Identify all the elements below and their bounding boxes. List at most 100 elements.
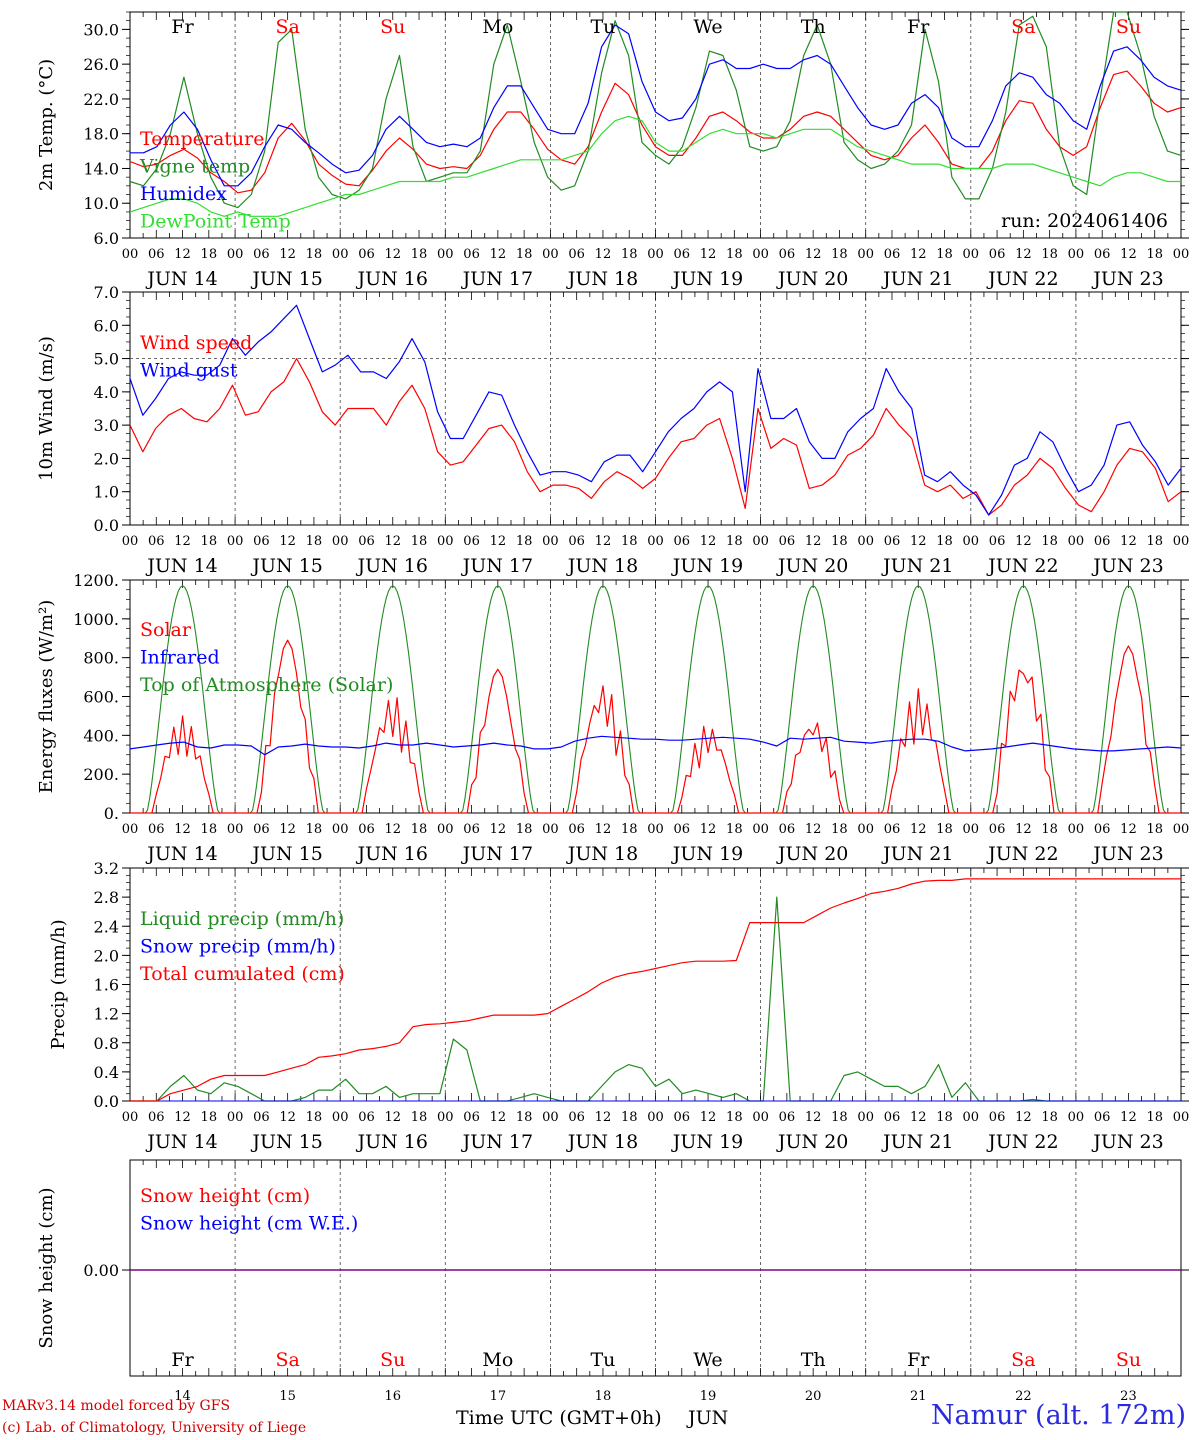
y-tick-label: 1200.	[73, 571, 119, 590]
hour-tick-label: 12	[1120, 534, 1137, 549]
date-label: JUN 21	[881, 843, 953, 865]
hour-tick-label: 06	[779, 822, 796, 837]
hour-tick-label: 06	[674, 247, 691, 262]
date-label: JUN 19	[671, 843, 743, 865]
hour-tick-label: 18	[621, 1110, 638, 1125]
hour-tick-label: 12	[279, 247, 296, 262]
hour-tick-label: 18	[201, 822, 218, 837]
hour-tick-label: 06	[568, 822, 585, 837]
hour-tick-label: 00	[752, 822, 769, 837]
hour-tick-label: 12	[384, 534, 401, 549]
day-number-label: 20	[805, 1389, 822, 1404]
day-name-label: Fr	[907, 16, 930, 38]
day-name-label: Fr	[171, 16, 194, 38]
hour-tick-label: 00	[647, 534, 664, 549]
hour-tick-label: 18	[201, 247, 218, 262]
y-tick-label: 0.0	[94, 516, 119, 535]
legend-entry: Top of Atmosphere (Solar)	[140, 674, 393, 696]
y-tick-label: 0.	[104, 804, 119, 823]
day-name-label: Th	[801, 1349, 826, 1371]
day-name-label: Fr	[907, 1349, 930, 1371]
y-tick-label: 14.0	[83, 159, 119, 178]
y-tick-label: 4.0	[94, 383, 119, 402]
hour-tick-label: 06	[253, 1110, 270, 1125]
hour-tick-label: 18	[831, 822, 848, 837]
y-axis-label: 10m Wind (m/s)	[36, 336, 57, 481]
hour-tick-label: 12	[1120, 1110, 1137, 1125]
hour-tick-label: 06	[568, 534, 585, 549]
y-tick-label: 5.0	[94, 350, 119, 369]
y-tick-label: 6.0	[94, 229, 119, 248]
hour-tick-label: 18	[831, 1110, 848, 1125]
hour-tick-label: 12	[279, 1110, 296, 1125]
hour-tick-label: 12	[700, 1110, 717, 1125]
hour-tick-label: 12	[805, 247, 822, 262]
date-label: JUN 15	[250, 268, 322, 290]
day-name-label: We	[693, 1349, 722, 1371]
hour-tick-label: 06	[253, 534, 270, 549]
hour-tick-label: 18	[936, 247, 953, 262]
day-number-label: 19	[700, 1389, 717, 1404]
hour-tick-label: 00	[227, 822, 244, 837]
y-axis-label: Precip (mm/h)	[48, 919, 69, 1049]
footer-model-line: MARv3.14 model forced by GFS	[2, 1398, 231, 1414]
hour-tick-label: 18	[1041, 534, 1058, 549]
hour-tick-label: 12	[805, 1110, 822, 1125]
y-tick-label: 26.0	[83, 55, 119, 74]
run-label: run: 2024061406	[1001, 210, 1168, 232]
hour-tick-label: 00	[1068, 534, 1085, 549]
date-label: JUN 14	[145, 1131, 217, 1153]
hour-tick-label: 06	[463, 247, 480, 262]
date-label: JUN 14	[145, 555, 217, 577]
hour-tick-label: 06	[1094, 822, 1111, 837]
hour-tick-label: 18	[201, 1110, 218, 1125]
hour-tick-label: 00	[122, 1110, 139, 1125]
day-name-label: Su	[380, 16, 405, 38]
hour-tick-label: 00	[752, 1110, 769, 1125]
hour-tick-label: 00	[963, 1110, 980, 1125]
legend-entry: Wind gust	[140, 360, 238, 382]
hour-tick-label: 00	[752, 534, 769, 549]
date-label: JUN 14	[145, 268, 217, 290]
hour-tick-label: 00	[1173, 534, 1190, 549]
hour-tick-label: 18	[726, 534, 743, 549]
y-tick-label: 18.0	[83, 125, 119, 144]
hour-tick-label: 00	[227, 1110, 244, 1125]
hour-tick-label: 18	[621, 247, 638, 262]
hour-tick-label: 00	[857, 534, 874, 549]
hour-tick-label: 00	[542, 534, 559, 549]
hour-tick-label: 06	[253, 822, 270, 837]
day-number-label: 21	[910, 1389, 927, 1404]
hour-tick-label: 00	[752, 247, 769, 262]
date-label: JUN 17	[461, 843, 533, 865]
y-tick-label: 1.2	[94, 1005, 119, 1024]
y-tick-label: 1.0	[94, 483, 119, 502]
hour-tick-label: 18	[516, 822, 533, 837]
hour-tick-label: 12	[490, 822, 507, 837]
hour-tick-label: 06	[674, 534, 691, 549]
hour-tick-label: 12	[805, 822, 822, 837]
hour-tick-label: 12	[490, 534, 507, 549]
hour-tick-label: 12	[1015, 822, 1032, 837]
hour-tick-label: 00	[857, 822, 874, 837]
y-tick-label: 1.6	[94, 976, 119, 995]
hour-tick-label: 12	[1120, 247, 1137, 262]
day-name-label: Su	[1116, 16, 1141, 38]
hour-tick-label: 12	[384, 1110, 401, 1125]
hour-tick-label: 18	[306, 534, 323, 549]
month-label: JUN	[686, 1407, 728, 1429]
hour-tick-label: 18	[516, 247, 533, 262]
y-tick-label: 1000.	[73, 610, 119, 629]
hour-tick-label: 00	[437, 822, 454, 837]
hour-tick-label: 06	[989, 247, 1006, 262]
hour-tick-label: 00	[1068, 1110, 1085, 1125]
hour-tick-label: 00	[437, 1110, 454, 1125]
hour-tick-label: 18	[516, 1110, 533, 1125]
legend-entry: DewPoint Temp	[140, 211, 291, 233]
hour-tick-label: 06	[884, 1110, 901, 1125]
date-label: JUN 17	[461, 268, 533, 290]
y-tick-label: 10.0	[83, 194, 119, 213]
day-number-label: 16	[384, 1389, 401, 1404]
hour-tick-label: 00	[437, 247, 454, 262]
hour-tick-label: 00	[647, 247, 664, 262]
